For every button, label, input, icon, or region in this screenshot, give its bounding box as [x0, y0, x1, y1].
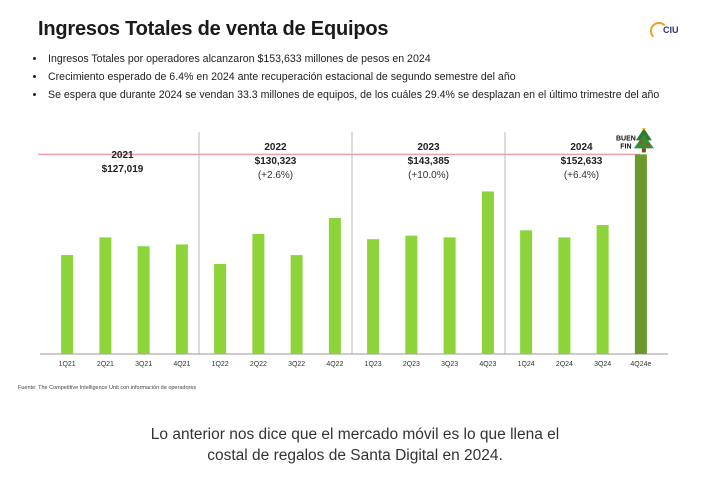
bar-2Q24: [558, 237, 571, 354]
year-label: 2022: [264, 142, 287, 153]
tick-label: 2Q23: [403, 361, 420, 368]
tick-label: 3Q24: [594, 361, 611, 368]
tick-label: 2Q22: [250, 361, 267, 368]
tick-label: 2Q24: [556, 361, 573, 368]
caption-line-1: Lo anterior nos dice que el mercado móvi…: [150, 426, 560, 443]
bar-3Q23: [443, 237, 456, 354]
tick-label: 4Q21: [173, 361, 190, 368]
bar-1Q22: [214, 263, 227, 354]
bar-4Q23: [481, 191, 494, 354]
logo-arc-icon: [650, 22, 668, 40]
year-total: $143,385: [408, 156, 450, 167]
christmas-tree-trunk: [641, 148, 646, 153]
christmas-tree-icon: [633, 134, 654, 149]
caption: Lo anterior nos dice que el mercado móvi…: [0, 424, 710, 466]
tree-ornament-icon: [639, 141, 643, 144]
bullet-item: Ingresos Totales por operadores alcanzar…: [46, 52, 686, 67]
ciu-logo: CIU: [648, 22, 684, 44]
tick-label: 1Q24: [518, 361, 535, 368]
bar-2Q23: [405, 235, 418, 354]
tick-label: 1Q22: [212, 361, 229, 368]
tick-label: 4Q22: [326, 361, 343, 368]
year-growth: (+6.4%): [564, 170, 599, 181]
buen-fin-badge-line1: BUEN: [616, 135, 636, 142]
tick-label: 2Q21: [97, 361, 114, 368]
year-label: 2021: [111, 150, 134, 161]
year-total: $130,323: [255, 156, 297, 167]
bar-1Q21: [61, 255, 74, 354]
bar-3Q24: [596, 225, 609, 354]
revenue-bar-chart: 1Q21 2Q21 3Q21 4Q21 1Q22 2Q22 3Q22 4Q22 1Q23 2Q23…: [38, 128, 668, 368]
year-growth: (+10.0%): [408, 170, 449, 181]
bar-1Q24: [520, 230, 533, 354]
tree-star-icon: [641, 128, 646, 130]
bar-3Q22: [290, 255, 303, 354]
tick-label: 1Q23: [365, 361, 382, 368]
bar-4Q24e: [634, 154, 647, 354]
tick-label: 4Q24e: [630, 361, 651, 368]
slide-title: Ingresos Totales de venta de Equipos: [38, 18, 389, 40]
year-label: 2023: [417, 142, 440, 153]
bar-1Q23: [367, 239, 380, 354]
bar-2Q21: [99, 237, 112, 354]
caption-line-2: costal de regalos de Santa Digital en 20…: [207, 447, 503, 464]
buen-fin-badge-line2: FIN: [620, 143, 631, 150]
bar-4Q21: [175, 244, 188, 354]
tick-label: 1Q21: [59, 361, 76, 368]
bar-4Q22: [328, 217, 341, 354]
year-total: $127,019: [102, 164, 144, 175]
bar-3Q21: [137, 246, 150, 354]
bullet-item: Se espera que durante 2024 se vendan 33.…: [46, 88, 686, 103]
source-note: Fuente: The Competitive Intelligence Uni…: [18, 385, 197, 391]
tick-label: 3Q23: [441, 361, 458, 368]
year-growth: (+2.6%): [258, 170, 293, 181]
bullet-list: Ingresos Totales por operadores alcanzar…: [32, 52, 686, 106]
year-total: $152,633: [561, 156, 603, 167]
bar-2Q22: [252, 233, 265, 354]
year-label: 2024: [570, 142, 593, 153]
bullet-item: Crecimiento esperado de 6.4% en 2024 ant…: [46, 70, 686, 85]
tick-label: 3Q21: [135, 361, 152, 368]
tree-ornament-icon: [646, 143, 650, 146]
tick-label: 3Q22: [288, 361, 305, 368]
tick-label: 4Q23: [479, 361, 496, 368]
logo-text: CIU: [663, 25, 679, 35]
